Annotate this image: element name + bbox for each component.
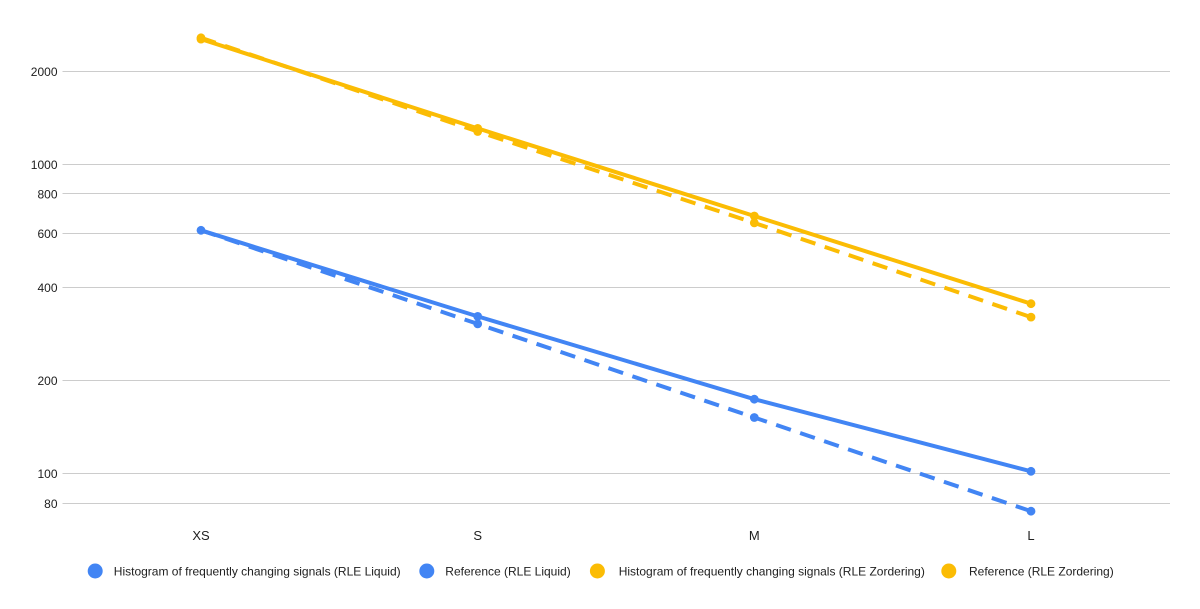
svg-text:Histogram of frequently changi: Histogram of frequently changing signals… bbox=[619, 564, 925, 578]
svg-text:Reference (RLE Zordering): Reference (RLE Zordering) bbox=[969, 564, 1114, 578]
svg-text:Reference (RLE Liquid): Reference (RLE Liquid) bbox=[445, 564, 570, 578]
svg-text:100: 100 bbox=[37, 467, 57, 481]
svg-text:800: 800 bbox=[37, 187, 57, 201]
svg-text:600: 600 bbox=[37, 227, 57, 241]
svg-text:400: 400 bbox=[37, 281, 57, 295]
svg-text:1000: 1000 bbox=[31, 158, 58, 172]
svg-text:L: L bbox=[1027, 528, 1034, 543]
svg-text:80: 80 bbox=[44, 497, 58, 511]
svg-text:Histogram of frequently changi: Histogram of frequently changing signals… bbox=[114, 564, 401, 578]
svg-text:200: 200 bbox=[37, 374, 57, 388]
svg-text:XS: XS bbox=[192, 528, 210, 543]
svg-text:2000: 2000 bbox=[31, 65, 58, 79]
svg-text:S: S bbox=[473, 528, 482, 543]
svg-text:M: M bbox=[749, 528, 760, 543]
